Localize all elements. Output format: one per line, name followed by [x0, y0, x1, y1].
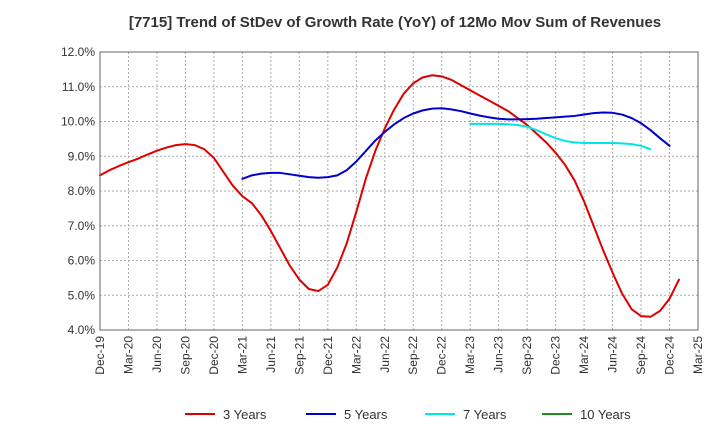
legend: 3 Years 5 Years 7 Years 10 Years [185, 407, 631, 422]
x-tick-label: Dec-23 [549, 336, 563, 375]
x-tick-label: Sep-20 [178, 336, 192, 375]
series-lines [99, 74, 681, 318]
x-tick-label: Jun-24 [606, 336, 620, 373]
x-tick-label: Sep-22 [406, 336, 420, 375]
series-line-3-years [99, 74, 681, 318]
x-tick-label: Mar-24 [577, 336, 591, 374]
x-tick-label: Mar-20 [121, 336, 135, 374]
legend-label: 5 Years [344, 407, 388, 422]
legend-item-10-years: 10 Years [542, 407, 631, 422]
x-tick-label: Mar-25 [691, 336, 705, 374]
x-tick-label: Jun-23 [492, 336, 506, 373]
y-tick-label: 12.0% [61, 45, 95, 59]
y-tick-label: 11.0% [62, 80, 95, 94]
legend-label: 7 Years [463, 407, 507, 422]
y-tick-label: 5.0% [68, 288, 96, 302]
series-line-7-years [469, 122, 652, 151]
y-tick-label: 4.0% [68, 323, 96, 337]
legend-item-5-years: 5 Years [306, 407, 388, 422]
x-tick-label: Sep-23 [520, 336, 534, 375]
x-tick-label: Dec-20 [207, 336, 221, 375]
legend-label: 3 Years [223, 407, 267, 422]
y-tick-label: 8.0% [68, 184, 96, 198]
x-tick-label: Dec-19 [93, 336, 107, 375]
y-tick-label: 10.0% [61, 115, 95, 129]
series-line-5-years [241, 107, 671, 180]
x-tick-label: Mar-22 [349, 336, 363, 374]
x-tick-label: Jun-22 [378, 336, 392, 373]
legend-label: 10 Years [580, 407, 631, 422]
x-tick-label: Dec-21 [321, 336, 335, 375]
legend-item-7-years: 7 Years [425, 407, 507, 422]
plot-frame [99, 51, 699, 331]
x-tick-label: Jun-20 [150, 336, 164, 373]
x-axis-ticks: Dec-19 Mar-20 Jun-20 Sep-20 Dec-20 Mar-21 Jun-… [93, 336, 705, 375]
x-tick-label: Jun-21 [264, 336, 278, 373]
x-tick-label: Dec-24 [663, 336, 677, 375]
x-tick-label: Sep-21 [292, 336, 306, 375]
y-tick-label: 9.0% [68, 149, 96, 163]
plot-area [100, 52, 698, 330]
x-tick-label: Mar-23 [463, 336, 477, 374]
chart-title: [7715] Trend of StDev of Growth Rate (Yo… [129, 14, 661, 31]
x-tick-label: Sep-24 [634, 336, 648, 375]
x-tick-label: Mar-21 [235, 336, 249, 374]
y-axis-ticks: 4.0% 5.0% 6.0% 7.0% 8.0% 9.0% 10.0% 11.0% 12.0% [61, 45, 95, 337]
y-tick-label: 6.0% [68, 254, 96, 268]
x-tick-label: Dec-22 [435, 336, 449, 375]
y-tick-label: 7.0% [68, 219, 96, 233]
legend-item-3-years: 3 Years [185, 407, 267, 422]
